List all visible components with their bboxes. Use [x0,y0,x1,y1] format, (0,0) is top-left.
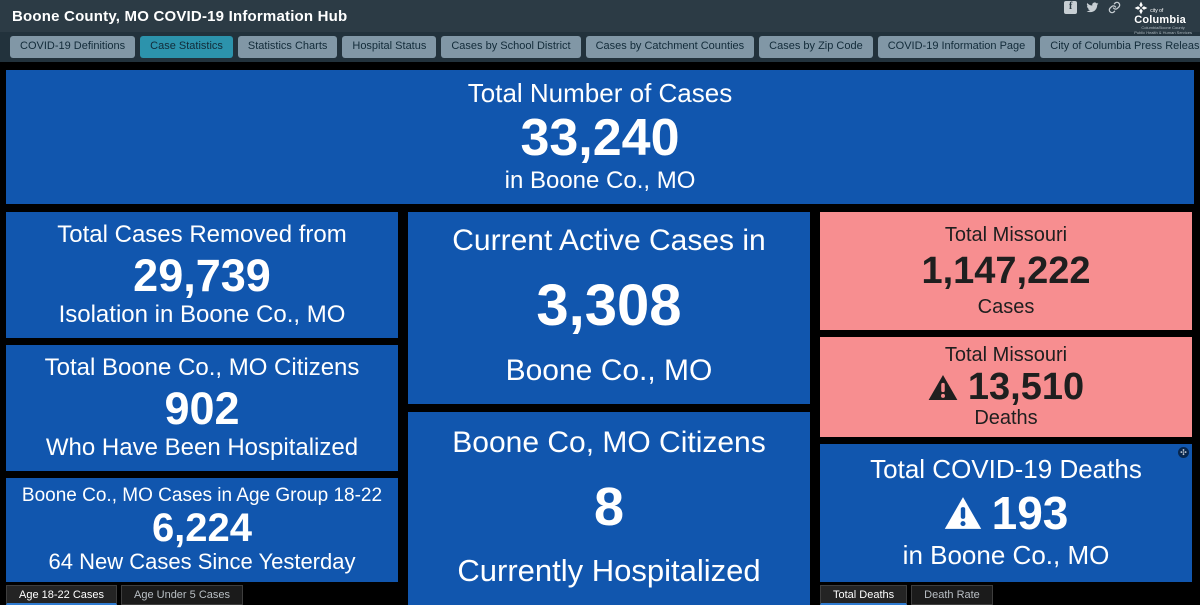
tile-subtitle: Boone Co., MO [505,353,713,387]
tile-subtitle: in Boone Co., MO [504,167,696,195]
warning-icon [928,374,958,401]
tile-title: Total Number of Cases [467,78,733,109]
tab-case-statistics[interactable]: Case Statistics [140,36,233,58]
missouri-deaths-tile: Total Missouri 13,510 Deaths [820,337,1192,437]
tile-title: Boone Co., MO Cases in Age Group 18-22 [21,485,383,507]
logo-subtext-1: Columbia/Boone County [1141,24,1185,30]
tile-subtitle: Deaths [974,407,1038,429]
tile-title: Total Cases Removed from [57,221,347,249]
tile-subtitle: in Boone Co., MO [902,540,1110,571]
age-group-subtabs: Age 18-22 Cases Age Under 5 Cases [6,585,398,605]
twitter-icon[interactable] [1086,1,1099,14]
tile-value: 193 [944,486,1069,539]
facebook-icon[interactable]: f [1064,0,1078,14]
removed-isolation-tile: Total Cases Removed from 29,739 Isolatio… [6,212,398,338]
right-column: Total Missouri 1,147,222 Cases Total Mis… [820,212,1192,605]
left-column: Total Cases Removed from 29,739 Isolatio… [6,212,398,605]
tile-title: Current Active Cases in [452,224,766,257]
tile-title: Total Boone Co., MO Citizens [44,354,360,382]
link-icon[interactable] [1108,1,1121,14]
tile-value-text: 193 [991,486,1069,539]
subtab-age-under-5-cases[interactable]: Age Under 5 Cases [121,585,243,605]
tile-subtitle: Isolation in Boone Co., MO [58,300,346,328]
total-hospitalized-tile: Total Boone Co., MO Citizens 902 Who Hav… [6,345,398,471]
total-cases-tile: Total Number of Cases 33,240 in Boone Co… [6,70,1194,204]
tile-value: 3,308 [536,273,682,338]
tile-value: 29,739 [133,249,271,301]
tile-value: 13,510 [928,368,1084,406]
tile-value: 6,224 [151,506,253,551]
tab-cases-by-school-district[interactable]: Cases by School District [441,36,581,58]
subtab-total-deaths[interactable]: Total Deaths [820,585,908,605]
middle-column: Current Active Cases in 3,308 Boone Co.,… [408,212,810,605]
tab-hospital-status[interactable]: Hospital Status [342,36,437,58]
dashboard-body: Total Number of Cases 33,240 in Boone Co… [0,62,1200,605]
page-title: Boone County, MO COVID-19 Information Hu… [12,7,348,25]
logo-subtext-2: Public Health & Human Services [1134,29,1192,35]
boone-deaths-tile: ✣ Total COVID-19 Deaths 193 in Boone Co.… [820,444,1192,582]
widget-menu-icon[interactable]: ✣ [1178,447,1189,458]
facebook-glyph: f [1069,1,1073,13]
tile-title: Total Missouri [944,223,1068,246]
tile-title: Total Missouri [944,344,1068,366]
tile-value: 1,147,222 [921,250,1091,292]
city-of-columbia-logo[interactable]: city of Columbia Columbia/Boone County P… [1134,1,1192,36]
tab-covid-information-page[interactable]: COVID-19 Information Page [877,36,1036,58]
tile-subtitle: Currently Hospitalized [457,553,761,589]
subtab-age-18-22-cases[interactable]: Age 18-22 Cases [6,585,117,605]
header-right: f city of Columbia Columbia/Boone County… [1064,0,1192,35]
active-cases-tile: Current Active Cases in 3,308 Boone Co.,… [408,212,810,404]
deaths-subtabs: Total Deaths Death Rate [820,585,1192,605]
currently-hospitalized-tile: Boone Co, MO Citizens 8 Currently Hospit… [408,412,810,605]
tile-subtitle: Who Have Been Hospitalized [45,433,359,461]
tab-cases-by-catchment-counties[interactable]: Cases by Catchment Counties [585,36,755,58]
missouri-cases-tile: Total Missouri 1,147,222 Cases [820,212,1192,330]
tab-covid-definitions[interactable]: COVID-19 Definitions [10,36,136,58]
tile-subtitle: 64 New Cases Since Yesterday [48,549,356,575]
tab-cases-by-zip-code[interactable]: Cases by Zip Code [759,36,873,58]
tab-press-releases[interactable]: City of Columbia Press Releases [1040,36,1200,58]
logo-city-of: city of [1150,7,1164,14]
tile-subtitle: Cases [977,295,1035,318]
columbia-pinwheel-icon [1134,1,1148,15]
logo-name: Columbia [1134,13,1186,26]
tile-value-text: 13,510 [967,366,1085,408]
tile-title: Total COVID-19 Deaths [870,454,1142,485]
nav-tab-bar: COVID-19 Definitions Case Statistics Sta… [0,32,1200,62]
warning-icon [944,496,982,530]
age-18-22-cases-tile: Boone Co., MO Cases in Age Group 18-22 6… [6,478,398,582]
tab-statistics-charts[interactable]: Statistics Charts [237,36,338,58]
subtab-death-rate[interactable]: Death Rate [911,585,993,605]
tile-value: 8 [593,476,625,537]
tile-value: 33,240 [520,109,680,168]
tile-value: 902 [164,382,240,434]
app-header: Boone County, MO COVID-19 Information Hu… [0,0,1200,35]
tile-title: Boone Co, MO Citizens [452,426,766,459]
